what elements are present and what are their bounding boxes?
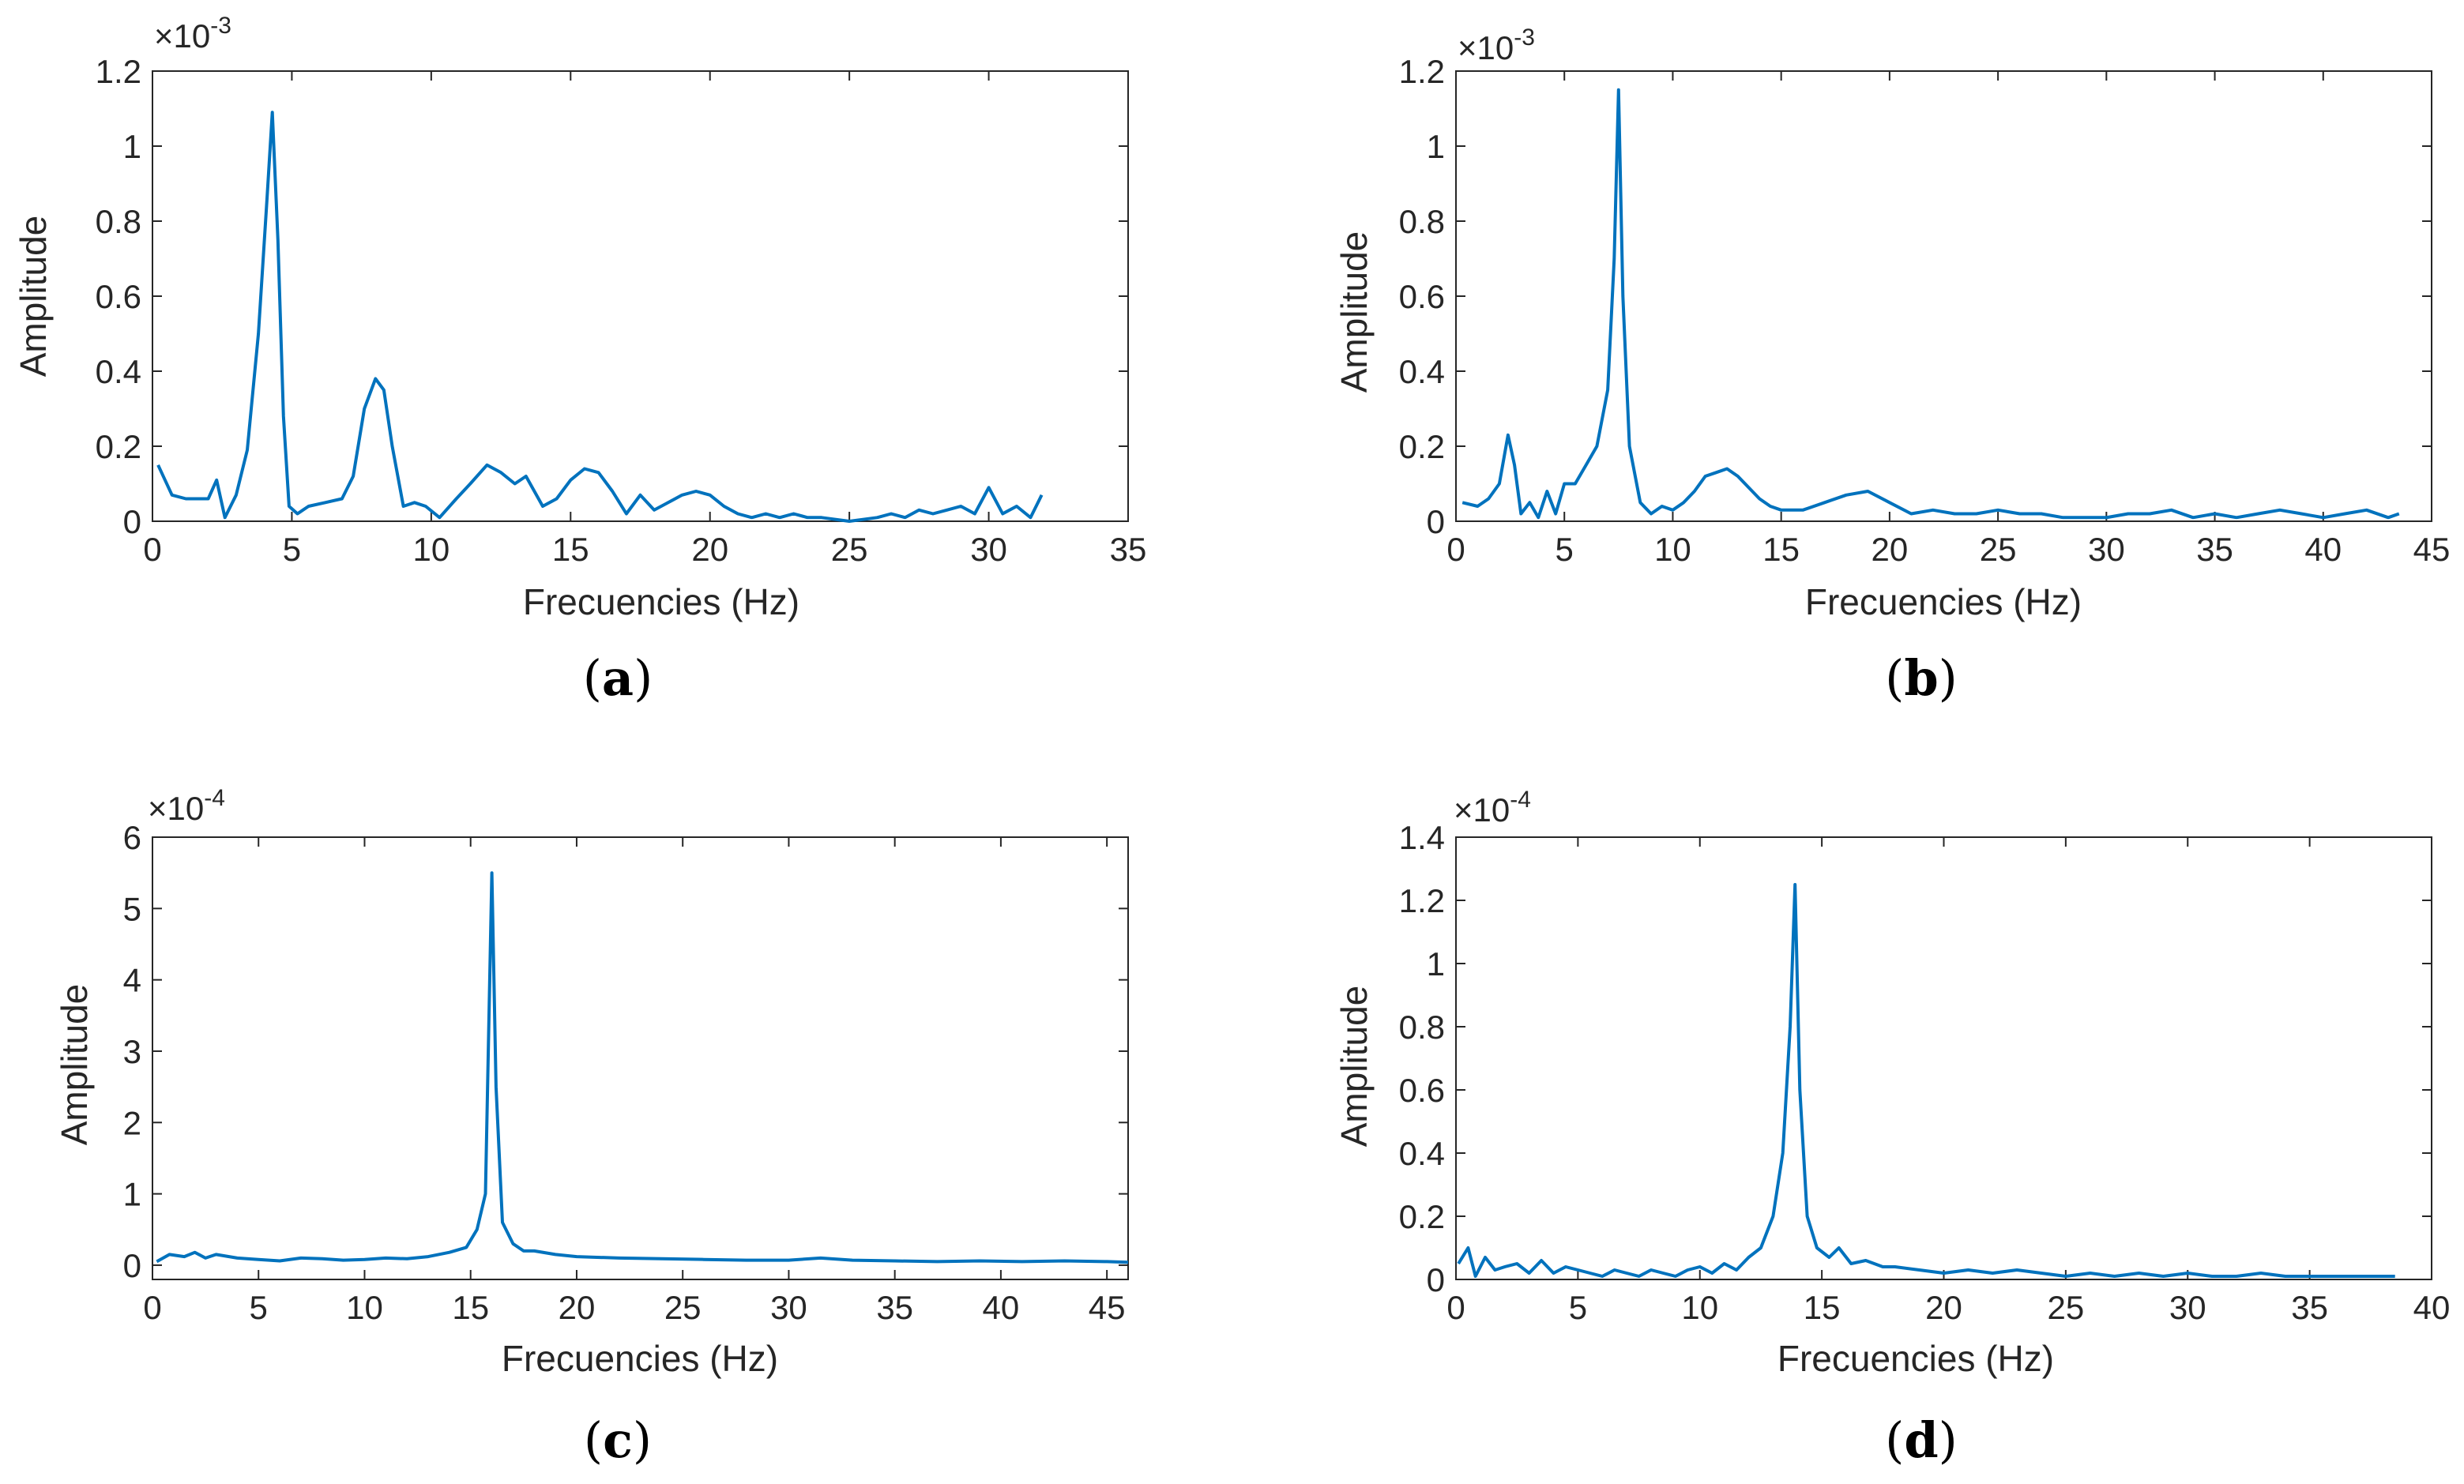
x-tick-label-d: 40	[2413, 1289, 2451, 1326]
xlabel-c: Frecuencies (Hz)	[502, 1338, 778, 1379]
x-tick-label-d: 10	[1681, 1289, 1718, 1326]
x-tick-label-d: 35	[2291, 1289, 2328, 1326]
y-tick-label-b: 0.6	[1399, 278, 1445, 315]
y-tick-label-c: 6	[123, 819, 141, 856]
caption-b: (b)	[1885, 649, 1958, 707]
y-tick-label-c: 2	[123, 1104, 141, 1141]
x-tick-label-c: 5	[250, 1289, 268, 1326]
x-tick-label-d: 15	[1804, 1289, 1841, 1326]
y-tick-label-b: 0.8	[1399, 203, 1445, 240]
axes-box-a	[152, 70, 1129, 522]
x-tick-label-c: 45	[1089, 1289, 1126, 1326]
y-tick-label-b: 1.2	[1399, 53, 1445, 90]
x-tick-label-b: 45	[2413, 531, 2451, 568]
xlabel-a: Frecuencies (Hz)	[523, 581, 799, 622]
y-tick-label-a: 0.2	[96, 428, 141, 465]
y-tick-label-c: 1	[123, 1176, 141, 1213]
y-tick-label-d: 0.8	[1399, 1009, 1445, 1046]
y-tick-label-a: 0.4	[96, 353, 141, 390]
series-line-d	[1457, 883, 2395, 1278]
series-line-c	[156, 871, 1129, 1264]
x-tick-label-a: 0	[143, 531, 161, 568]
plot-area-d: 0 5 10 15 20 25 30 35 40 0 0.2 0.4 0.6 0.8 1 1.2 1.4	[1399, 819, 2451, 1326]
x-tick-label-a: 15	[552, 531, 589, 568]
y-tick-label-a: 0.8	[96, 203, 141, 240]
panel-d: 0 5 10 15 20 25 30 35 40 0 0.2 0.4 0.6 0.8 1 1.2 1.4 ×10…	[1334, 787, 2450, 1469]
ylabel-b: Amplitude	[1334, 231, 1375, 393]
x-tick-label-a: 35	[1110, 531, 1147, 568]
y-tick-label-a: 0	[123, 503, 141, 540]
x-tick-label-c: 15	[452, 1289, 489, 1326]
y-tick-label-b: 1	[1427, 128, 1445, 165]
y-tick-label-d: 0.6	[1399, 1072, 1445, 1109]
ylabel-c: Amplitude	[54, 984, 95, 1146]
x-tick-label-b: 10	[1654, 531, 1691, 568]
panel-b: 0 5 10 15 20 25 30 35 40 45 0 0.2 0.4 0.6 0.8 1 1.2 ×10-…	[1334, 24, 2450, 707]
x-tick-label-b: 30	[2088, 531, 2125, 568]
x-tick-label-a: 30	[970, 531, 1007, 568]
panel-a: 0 5 10 15 20 25 30 35 0 0.2 0.4 0.6 0.8 1 1.2 ×10-3 Fr…	[13, 13, 1146, 707]
y-tick-label-a: 1	[123, 128, 141, 165]
ylabel-d: Amplitude	[1334, 986, 1375, 1148]
xlabel-b: Frecuencies (Hz)	[1805, 581, 2082, 622]
y-tick-label-d: 0.2	[1399, 1198, 1445, 1235]
x-tick-label-b: 20	[1872, 531, 1909, 568]
x-tick-label-d: 5	[1569, 1289, 1587, 1326]
exponent-a: ×10-3	[154, 13, 231, 54]
x-tick-label-a: 10	[412, 531, 450, 568]
x-tick-label-a: 25	[831, 531, 868, 568]
y-tick-label-c: 3	[123, 1033, 141, 1070]
y-tick-label-a: 1.2	[96, 53, 141, 90]
exponent-b: ×10-3	[1458, 24, 1535, 66]
x-tick-label-a: 5	[283, 531, 301, 568]
caption-c: (c)	[584, 1411, 652, 1469]
caption-d: (d)	[1885, 1411, 1958, 1469]
y-tick-label-b: 0.4	[1399, 353, 1445, 390]
y-tick-label-d: 0.4	[1399, 1135, 1445, 1172]
x-tick-label-b: 0	[1446, 531, 1465, 568]
x-tick-label-d: 30	[2169, 1289, 2206, 1326]
x-tick-label-c: 10	[346, 1289, 383, 1326]
plot-area-b: 0 5 10 15 20 25 30 35 40 45 0 0.2 0.4 0.6 0.8 1 1.2	[1399, 53, 2451, 568]
x-tick-label-c: 40	[983, 1289, 1020, 1326]
x-tick-label-c: 30	[770, 1289, 807, 1326]
axes-box-c	[152, 836, 1129, 1280]
series-line-a	[156, 111, 1044, 523]
x-tick-label-c: 25	[664, 1289, 702, 1326]
caption-a: (a)	[583, 649, 653, 707]
y-tick-label-a: 0.6	[96, 278, 141, 315]
x-tick-label-b: 25	[1980, 531, 2017, 568]
x-tick-label-b: 15	[1762, 531, 1800, 568]
xlabel-d: Frecuencies (Hz)	[1777, 1338, 2054, 1379]
y-tick-label-c: 5	[123, 890, 141, 927]
x-tick-label-b: 35	[2196, 531, 2233, 568]
x-tick-label-c: 35	[876, 1289, 913, 1326]
y-tick-label-d: 1.2	[1399, 882, 1445, 919]
plot-area-a: 0 5 10 15 20 25 30 35 0 0.2 0.4 0.6 0.8 1 1.2	[96, 53, 1147, 568]
x-tick-label-b: 40	[2304, 531, 2342, 568]
x-tick-label-d: 0	[1446, 1289, 1465, 1326]
x-tick-label-c: 20	[559, 1289, 596, 1326]
x-tick-label-d: 25	[2048, 1289, 2085, 1326]
axes-box-d	[1455, 836, 2432, 1280]
ylabel-a: Amplitude	[13, 216, 54, 378]
y-tick-label-c: 4	[123, 962, 141, 999]
exponent-d: ×10-4	[1454, 787, 1531, 828]
y-tick-label-b: 0	[1427, 503, 1445, 540]
x-tick-label-c: 0	[143, 1289, 161, 1326]
axes-box-b	[1455, 70, 2432, 522]
series-line-b	[1461, 88, 2400, 520]
y-tick-label-d: 1.4	[1399, 819, 1445, 856]
exponent-c: ×10-4	[148, 785, 225, 827]
y-tick-label-b: 0.2	[1399, 428, 1445, 465]
x-tick-label-a: 20	[691, 531, 728, 568]
x-tick-label-d: 20	[1925, 1289, 1962, 1326]
y-tick-label-d: 0	[1427, 1261, 1445, 1298]
y-tick-label-c: 0	[123, 1247, 141, 1284]
x-tick-label-b: 5	[1556, 531, 1574, 568]
y-tick-label-d: 1	[1427, 945, 1445, 982]
